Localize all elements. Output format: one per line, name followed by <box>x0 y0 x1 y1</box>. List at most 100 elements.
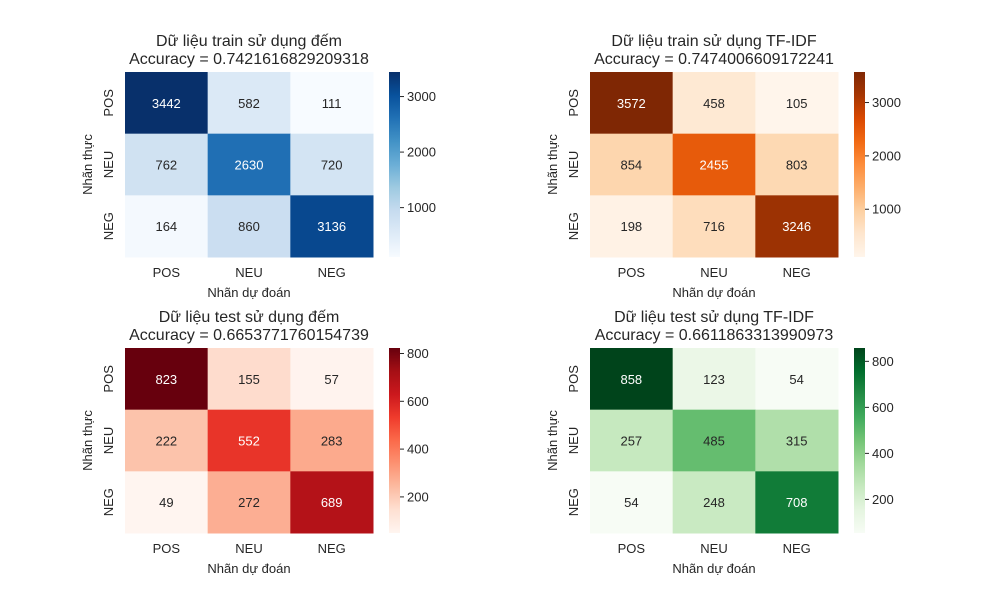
cell-value-label: 105 <box>786 96 808 111</box>
x-axis-label: Nhãn dự đoán <box>207 561 290 576</box>
x-tick-label: NEG <box>318 265 346 280</box>
cell-value-label: 3442 <box>152 96 181 111</box>
cell-value-label: 222 <box>155 434 177 449</box>
x-tick-label: POS <box>153 265 181 280</box>
cell-value-label: 860 <box>238 219 260 234</box>
cell-value-label: 2455 <box>700 158 729 173</box>
heatmap-cell <box>207 409 291 472</box>
x-tick-label: NEU <box>700 265 727 280</box>
cell-value-label: 485 <box>703 434 725 449</box>
cell-value-label: 315 <box>786 434 808 449</box>
cell-value-label: 854 <box>620 158 642 173</box>
y-tick-label: NEG <box>101 488 116 516</box>
heatmap-cell <box>672 348 756 411</box>
cell-value-label: 111 <box>322 96 342 111</box>
cell-value-label: 823 <box>155 372 177 387</box>
heatmap-cell <box>590 348 674 411</box>
heatmap-cell <box>590 471 674 534</box>
colorbar <box>854 348 865 533</box>
y-tick-label: NEG <box>566 212 581 240</box>
cell-value-label: 123 <box>703 372 725 387</box>
colorbar-tick-label: 2000 <box>872 148 901 163</box>
heatmap-cell <box>755 133 839 196</box>
colorbar-tick-label: 1000 <box>872 202 901 217</box>
heatmap-cell <box>755 72 839 135</box>
x-axis-label: Nhãn dự đoán <box>672 561 755 576</box>
cell-value-label: 3246 <box>782 219 811 234</box>
chart-accuracy: Accuracy = 0.6611863313990973 <box>595 327 834 344</box>
cell-value-label: 689 <box>321 495 343 510</box>
colorbar-tick-label: 3000 <box>407 89 436 104</box>
y-axis-label: Nhãn thực <box>80 410 95 471</box>
chart-title: Dữ liệu test sử dụng TF-IDF <box>614 309 814 326</box>
heatmap-cell <box>755 471 839 534</box>
chart-accuracy: Accuracy = 0.7474006609172241 <box>594 51 834 68</box>
heatmap-cell <box>672 409 756 472</box>
chart-title: Dữ liệu test sử dụng đếm <box>159 309 340 326</box>
y-tick-label: NEG <box>566 488 581 516</box>
x-tick-label: POS <box>618 541 646 556</box>
colorbar <box>389 348 400 533</box>
x-tick-label: NEU <box>700 541 727 556</box>
y-tick-label: NEU <box>566 427 581 454</box>
heatmap-cell <box>125 195 209 258</box>
y-tick-label: POS <box>566 365 581 393</box>
cell-value-label: 57 <box>324 372 338 387</box>
heatmap-cell <box>290 72 374 135</box>
cell-value-label: 49 <box>159 495 173 510</box>
heatmap-cell <box>290 348 374 411</box>
y-tick-label: POS <box>101 365 116 393</box>
cell-value-label: 54 <box>789 372 803 387</box>
x-tick-label: NEU <box>235 265 262 280</box>
heatmap-cell <box>125 348 209 411</box>
x-tick-label: NEG <box>318 541 346 556</box>
x-tick-label: POS <box>618 265 646 280</box>
colorbar-tick-label: 200 <box>407 489 429 504</box>
heatmap-cell <box>125 72 209 135</box>
heatmap-cell <box>290 133 374 196</box>
cell-value-label: 458 <box>703 96 725 111</box>
cell-value-label: 155 <box>238 372 260 387</box>
heatmap-cell <box>125 133 209 196</box>
y-tick-label: POS <box>101 89 116 117</box>
cell-value-label: 248 <box>703 495 725 510</box>
colorbar-tick-label: 2000 <box>407 145 436 160</box>
chart-title: Dữ liệu train sử dụng đếm <box>156 33 342 50</box>
chart-accuracy: Accuracy = 0.7421616829209318 <box>129 51 369 68</box>
heatmap-cell <box>590 72 674 135</box>
cell-value-label: 552 <box>238 434 260 449</box>
chart-title: Dữ liệu train sử dụng TF-IDF <box>611 33 816 50</box>
heatmap-cell <box>590 195 674 258</box>
heatmap-cell <box>207 133 291 196</box>
colorbar-tick-label: 400 <box>872 446 894 461</box>
cell-value-label: 54 <box>624 495 638 510</box>
colorbar-tick-label: 3000 <box>872 95 901 110</box>
x-tick-label: POS <box>153 541 181 556</box>
colorbar-tick-label: 1000 <box>407 200 436 215</box>
colorbar <box>389 72 400 257</box>
y-axis-label: Nhãn thực <box>545 410 560 471</box>
x-axis-label: Nhãn dự đoán <box>672 285 755 300</box>
heatmap-cell <box>755 409 839 472</box>
cell-value-label: 708 <box>786 495 808 510</box>
x-tick-label: NEG <box>783 265 811 280</box>
cell-value-label: 716 <box>703 219 725 234</box>
cell-value-label: 858 <box>620 372 642 387</box>
heatmap-cell <box>125 471 209 534</box>
chart-accuracy: Accuracy = 0.6653771760154739 <box>129 327 369 344</box>
cell-value-label: 283 <box>321 434 343 449</box>
heatmap-cell <box>290 471 374 534</box>
y-tick-label: NEU <box>566 151 581 178</box>
heatmap-cell <box>290 409 374 472</box>
cell-value-label: 3136 <box>317 219 346 234</box>
heatmap-cell <box>207 195 291 258</box>
cell-value-label: 582 <box>238 96 260 111</box>
colorbar-tick-label: 200 <box>872 492 894 507</box>
cell-value-label: 272 <box>238 495 260 510</box>
heatmap-cell <box>207 348 291 411</box>
